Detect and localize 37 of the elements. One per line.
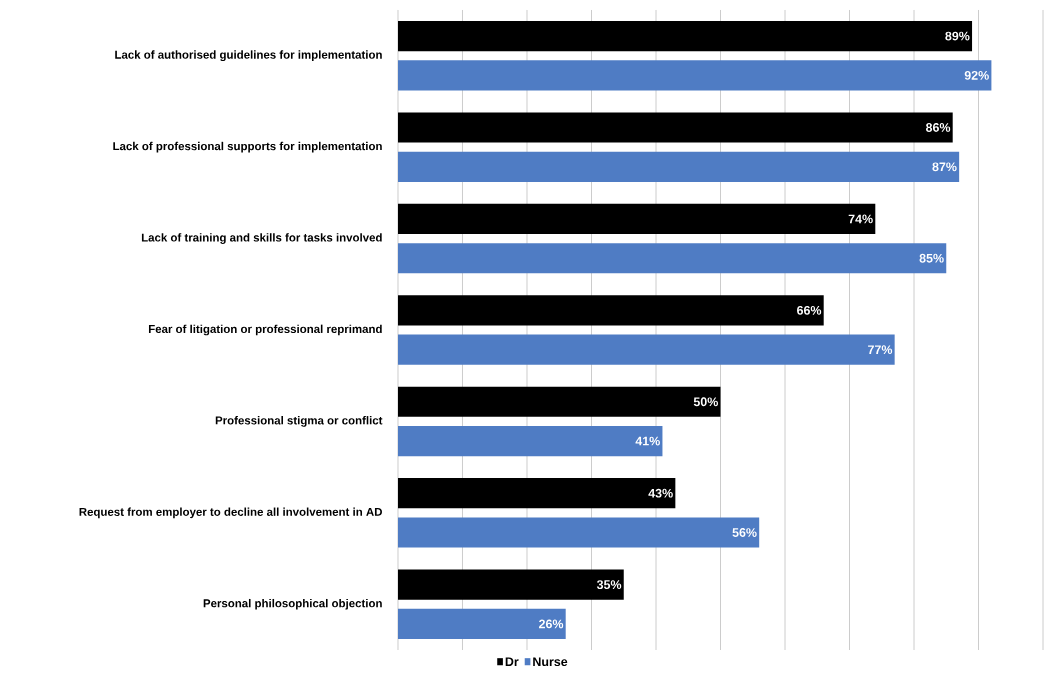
bar <box>398 334 895 365</box>
bar <box>398 243 947 274</box>
data-label: 87% <box>932 162 957 172</box>
bar <box>398 608 566 640</box>
data-label: 89% <box>945 31 970 41</box>
data-label: 41% <box>635 436 660 446</box>
data-label: 92% <box>964 70 989 80</box>
bar <box>398 60 992 91</box>
data-label: 43% <box>648 488 673 498</box>
bar <box>398 426 663 457</box>
bar <box>398 20 973 52</box>
y-tick-label: Request from employer to decline all involvement in AD <box>79 507 382 519</box>
data-label: 85% <box>919 253 944 263</box>
bar <box>398 478 676 509</box>
bar <box>398 151 960 182</box>
data-label: 50% <box>693 397 718 407</box>
y-tick-label: Professional stigma or conflict <box>215 416 383 427</box>
data-label: 56% <box>732 528 757 537</box>
bar <box>398 386 721 417</box>
y-tick-label: Lack of training and skills for tasks involved <box>141 233 382 244</box>
data-label: 77% <box>868 345 893 355</box>
y-tick-label: Lack of authorised guidelines for implementation <box>115 50 382 62</box>
y-tick-label: Personal philosophical objection <box>203 598 382 610</box>
bar <box>398 295 824 326</box>
data-label: 66% <box>797 305 822 315</box>
y-tick-label: Lack of professional supports for implementation <box>113 141 382 153</box>
y-tick-label: Fear of litigation or professional reprimand <box>148 324 382 336</box>
bar <box>398 112 953 143</box>
data-label: 86% <box>925 123 951 132</box>
bar <box>398 517 760 548</box>
data-label: 74% <box>848 214 873 224</box>
legend-label: Dr <box>505 657 519 666</box>
data-label: 26% <box>539 619 564 629</box>
bar <box>398 203 876 234</box>
legend-label: Nurse <box>533 657 568 667</box>
data-label: 35% <box>596 580 622 590</box>
bar <box>398 569 624 600</box>
